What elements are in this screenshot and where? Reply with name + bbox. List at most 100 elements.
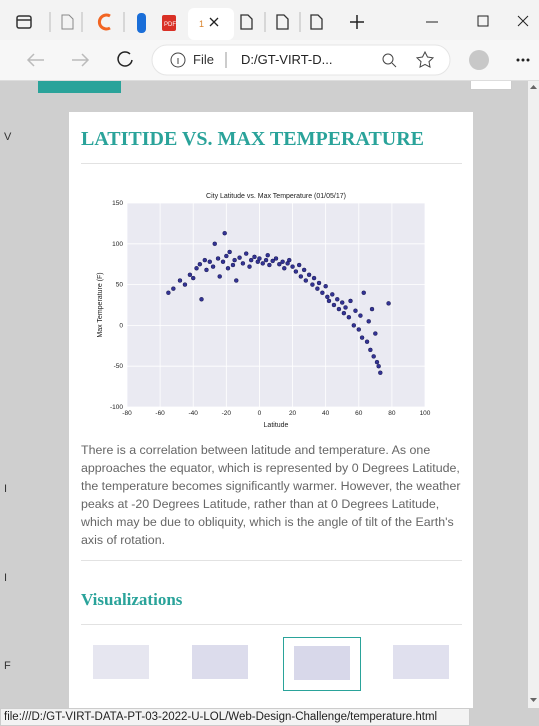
data-point [366, 319, 371, 324]
section-heading: Visualizations [81, 590, 183, 609]
data-point [358, 313, 363, 318]
data-point [215, 256, 221, 261]
data-point [265, 253, 270, 258]
content-card: LATITIDE VS. MAX TEMPERATURE City Latitu… [69, 112, 473, 708]
data-point [310, 282, 315, 287]
maximize[interactable] [477, 15, 489, 27]
y-tick-label: 150 [112, 200, 123, 207]
data-point [346, 315, 352, 320]
data-point [335, 297, 340, 302]
data-point [311, 275, 317, 281]
tab-bar: PDF 1 [0, 0, 539, 40]
data-point [204, 267, 209, 273]
x-tick-label: 40 [322, 410, 330, 417]
new-tab[interactable] [350, 15, 364, 29]
thumbnail[interactable] [182, 637, 258, 689]
active-tab[interactable] [188, 8, 234, 40]
data-point [207, 259, 212, 264]
nav-strip [38, 81, 121, 93]
tab-icons: PDF 1 [16, 8, 529, 40]
thumbnail[interactable] [383, 637, 459, 689]
data-point [194, 266, 199, 271]
data-point [243, 251, 249, 256]
thumbnail[interactable] [283, 637, 361, 691]
data-point [252, 254, 257, 260]
data-point [359, 335, 365, 340]
data-point [343, 305, 348, 310]
edge-letter: I [4, 572, 8, 584]
data-point [212, 241, 217, 246]
divider [81, 560, 462, 561]
nav-toggle[interactable] [470, 81, 512, 90]
url-text: D:/GT-VIRT-D... [241, 52, 333, 67]
description: There is a correlation between latitude … [81, 443, 461, 547]
data-point [323, 284, 328, 289]
edge-letter: I [4, 483, 8, 495]
data-point [320, 290, 325, 295]
profile[interactable] [469, 50, 489, 70]
data-point [374, 359, 380, 365]
favorite[interactable] [415, 50, 435, 69]
data-point [182, 282, 188, 287]
close-window[interactable] [517, 15, 529, 27]
divider [81, 163, 462, 164]
data-point [277, 261, 282, 267]
data-point [378, 370, 383, 375]
x-tick-label: -60 [155, 410, 165, 417]
data-point [386, 301, 391, 306]
data-point [260, 261, 265, 266]
data-point [263, 257, 269, 263]
y-tick-label: -100 [110, 404, 123, 411]
data-point [364, 339, 370, 344]
x-tick-label: 80 [388, 410, 396, 417]
data-point [293, 269, 299, 274]
scrollbar[interactable] [528, 81, 539, 708]
data-point [326, 298, 332, 304]
thumbnail[interactable] [83, 637, 159, 689]
data-point [248, 257, 254, 263]
plot-area [127, 203, 425, 407]
data-point [287, 257, 292, 263]
data-point [202, 257, 208, 263]
data-point [298, 274, 304, 279]
data-point [227, 249, 232, 255]
y-axis-label: Max Temperature (F) [97, 272, 104, 337]
tab-close[interactable] [209, 17, 219, 27]
data-point [356, 327, 361, 332]
scroll-arrows [530, 85, 537, 702]
data-point [353, 308, 358, 313]
chart-title: City Latitude vs. Max Temperature (01/05… [206, 193, 346, 200]
data-point [361, 290, 366, 295]
data-point [237, 255, 242, 260]
y-tick-label: 0 [119, 322, 123, 329]
data-point [247, 264, 252, 269]
data-point [296, 262, 302, 268]
y-tick-label: 100 [112, 241, 123, 248]
data-point [325, 294, 330, 300]
status-bar: file:///D:/GT-VIRT-DATA-PT-03-2022-U-LOL… [0, 708, 470, 726]
x-axis-label: Latitude [264, 422, 289, 429]
x-tick-label: -40 [189, 410, 199, 417]
x-tick-label: 20 [289, 410, 297, 417]
y-tick-label: -50 [114, 363, 124, 370]
data-point [336, 306, 342, 312]
data-point [282, 266, 287, 271]
data-point [199, 297, 204, 302]
data-point [166, 290, 171, 295]
data-point [340, 300, 345, 305]
data-point [280, 259, 285, 264]
url-scheme: File [193, 52, 214, 67]
data-point [197, 261, 203, 267]
data-point [316, 280, 322, 286]
refresh[interactable] [117, 51, 133, 67]
tab-title: 1 [199, 19, 204, 29]
x-tick-label: 100 [420, 410, 431, 417]
data-point [224, 253, 229, 259]
address-bar: File D:/GT-VIRT-D... [0, 40, 539, 81]
data-point [290, 264, 295, 269]
data-point [331, 302, 337, 308]
page-viewport: V I I F LATITIDE VS. MAX TEMPERATURE Cit… [0, 81, 528, 708]
data-point [273, 256, 279, 261]
nav-icons: File D:/GT-VIRT-D... [26, 44, 530, 76]
data-point [210, 264, 216, 269]
